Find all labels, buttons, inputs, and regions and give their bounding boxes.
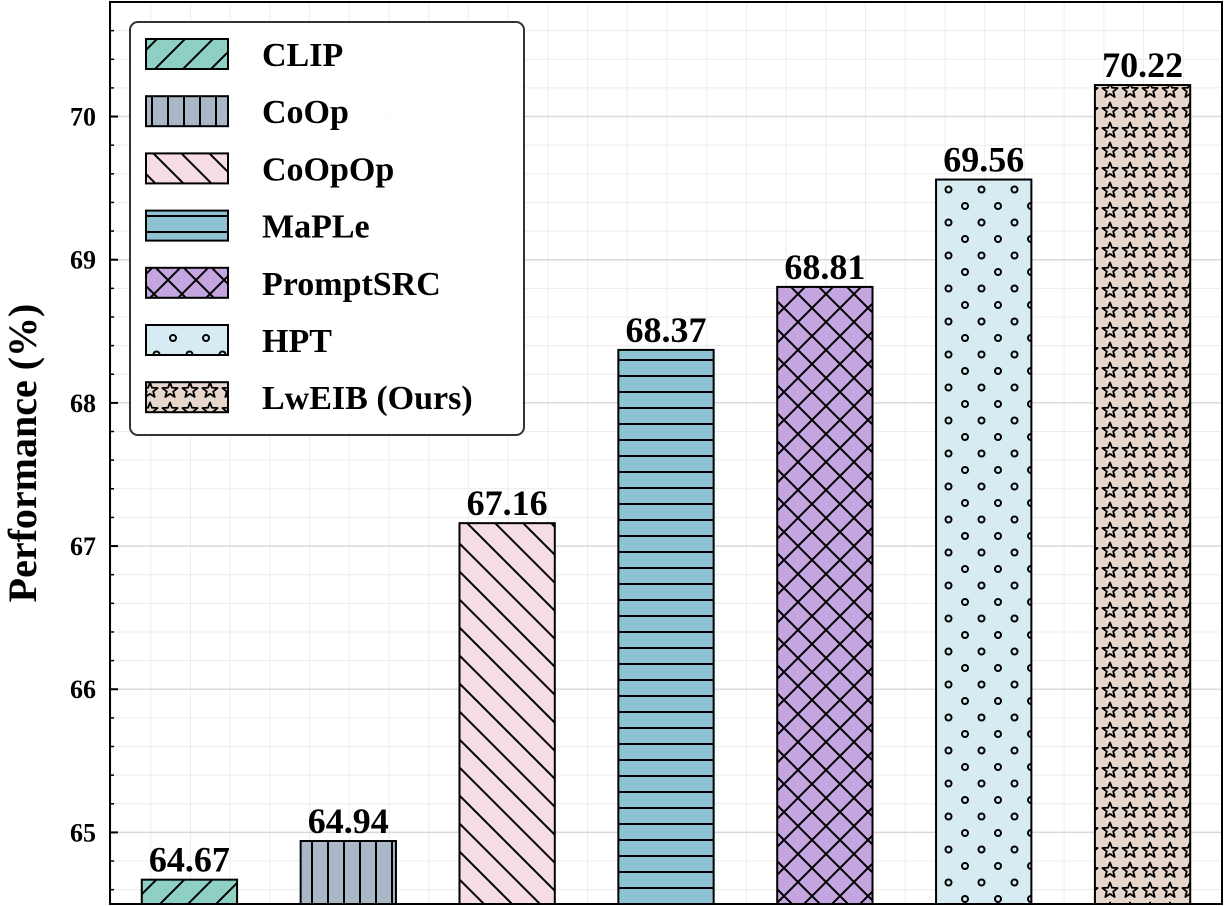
legend-swatch <box>145 266 229 299</box>
legend-label: MaPLe <box>262 209 370 246</box>
y-axis-label: Performance (%) <box>0 304 45 603</box>
legend-swatch <box>145 381 229 414</box>
bar-value-label: 64.67 <box>149 840 230 880</box>
bar-coopop <box>458 522 556 905</box>
bar-promptsrc <box>776 285 874 906</box>
legend-swatch <box>145 209 229 242</box>
bar-value-label: 67.16 <box>467 483 548 523</box>
legend-swatch <box>145 38 229 70</box>
bar-maple <box>617 348 715 906</box>
bar-hpt <box>935 178 1033 906</box>
bar-coop <box>299 840 397 905</box>
y-tick-label: 67 <box>70 532 96 561</box>
y-tick-label: 68 <box>70 389 96 418</box>
legend: CLIP CoOp CoOpOp MaPLe PromptSRC HPT LwEIB (Ou… <box>129 21 525 436</box>
y-tick-label: 70 <box>70 103 96 132</box>
legend-label: HPT <box>262 323 332 360</box>
legend-label: LwEIB (Ours) <box>262 380 473 417</box>
legend-label: PromptSRC <box>262 266 441 303</box>
legend-label: CoOpOp <box>262 151 394 188</box>
bar-lweib-ours <box>1093 84 1192 906</box>
bar-value-label: 69.56 <box>943 140 1024 180</box>
legend-swatch <box>145 152 229 185</box>
y-axis: 65 66 67 68 69 70 <box>70 29 118 891</box>
legend-label: CLIP <box>262 37 343 74</box>
legend-swatch <box>145 95 229 128</box>
bar-value-label: 68.81 <box>784 247 865 287</box>
bars <box>140 84 1192 906</box>
bar-clip <box>140 878 239 905</box>
legend-label: CoOp <box>262 94 349 131</box>
bar-value-label: 70.22 <box>1102 45 1183 85</box>
y-tick-label: 65 <box>70 818 96 847</box>
bar-value-label: 64.94 <box>308 801 389 841</box>
bar-value-label: 68.37 <box>626 310 707 350</box>
legend-swatch <box>145 324 229 356</box>
y-tick-label: 66 <box>70 675 96 704</box>
plot-frame <box>109 1 1223 905</box>
y-tick-label: 69 <box>70 246 96 275</box>
value-labels: 64.67 64.94 67.16 68.37 68.81 69.56 70.22 <box>149 45 1183 880</box>
